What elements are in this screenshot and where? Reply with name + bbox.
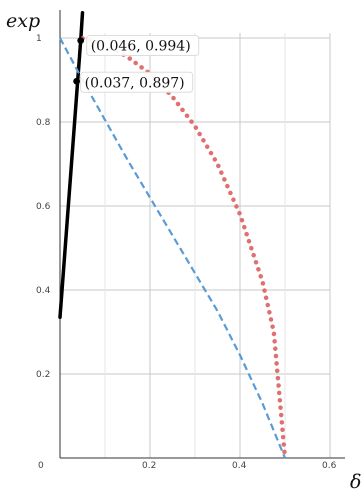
y-tick-label: 1 — [36, 34, 42, 44]
axes — [59, 10, 345, 459]
point-annotation: (0.037, 0.897) — [73, 71, 194, 93]
x-tick-label: 0.6 — [322, 461, 337, 471]
grid — [60, 33, 331, 458]
y-tick-label: 0.4 — [36, 286, 51, 296]
y-tick-label: 0.8 — [36, 118, 51, 128]
point-label-box — [86, 35, 200, 57]
tick-labels: 0 0.2 0.4 0.6 0.2 0.4 0.6 0.8 1 — [36, 34, 337, 471]
x-tick-label: 0 — [38, 461, 44, 471]
annotations: (0.046, 0.994) (0.037, 0.897) — [73, 35, 200, 93]
point-label: (0.046, 0.994) — [91, 39, 191, 55]
point-label: (0.037, 0.897) — [85, 75, 185, 91]
data-point — [73, 77, 81, 85]
y-tick-label: 0.6 — [36, 202, 51, 212]
x-tick-label: 0.2 — [142, 461, 156, 471]
y-tick-label: 0.2 — [36, 370, 50, 380]
series-line-dotted — [80, 36, 288, 461]
series-line-dashed — [59, 37, 287, 459]
y-axis-label: exp — [6, 10, 40, 32]
point-label-box — [80, 71, 194, 93]
x-axis-label: δ — [350, 471, 361, 493]
x-tick-label: 0.4 — [232, 461, 247, 471]
data-point — [77, 37, 85, 44]
point-annotation: (0.046, 0.994) — [77, 35, 200, 57]
